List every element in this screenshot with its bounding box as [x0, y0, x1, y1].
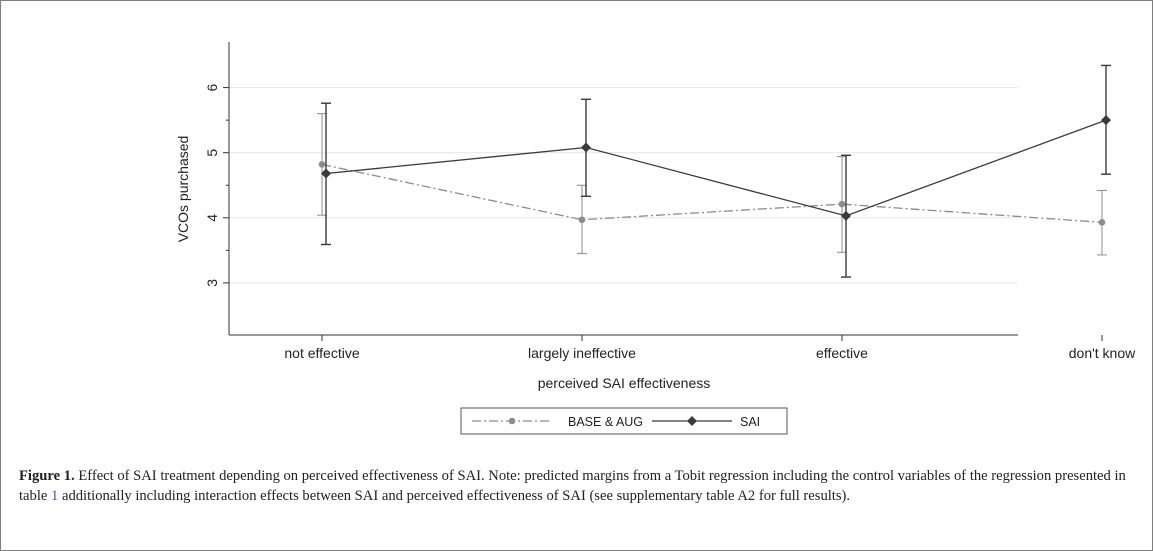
data-point	[578, 216, 586, 224]
caption-label: Figure 1.	[19, 468, 75, 484]
x-tick-label: don't know	[1069, 345, 1136, 361]
figure-caption: Figure 1. Effect of SAI treatment depend…	[19, 467, 1134, 506]
x-axis-label: perceived SAI effectiveness	[538, 375, 711, 391]
y-tick-label: 6	[204, 83, 220, 91]
caption-text-1: Effect of SAI treatment depending on per…	[19, 468, 1126, 504]
data-point	[838, 200, 846, 208]
y-tick-label: 3	[204, 279, 220, 287]
series-layer	[317, 64, 1111, 278]
legend-marker	[687, 416, 697, 426]
caption-table-ref-link[interactable]: 1	[51, 487, 59, 504]
caption-text-2: additionally including interaction effec…	[58, 487, 851, 504]
series-line	[321, 163, 1103, 224]
chart-svg: 3 4 5 6 not effective largely ineffective effe…	[175, 42, 1136, 435]
data-point	[1101, 115, 1111, 126]
y-tick-label: 5	[204, 149, 220, 157]
series-0	[317, 113, 1107, 256]
x-tick-label: largely ineffective	[528, 345, 636, 361]
series-line	[325, 119, 1107, 217]
legend-box	[460, 407, 788, 435]
data-point	[841, 210, 851, 221]
grid-lines	[229, 87, 1018, 284]
y-axis-label: VCOs purchased	[175, 136, 191, 243]
legend-label: BASE & AUG	[568, 415, 643, 429]
legend-label: SAI	[740, 415, 760, 429]
legend: BASE & AUG SAI	[460, 407, 788, 435]
data-point	[318, 161, 326, 168]
legend-marker	[508, 417, 516, 425]
y-tick-label: 4	[204, 214, 220, 222]
data-point	[1098, 219, 1106, 226]
x-tick-label: effective	[816, 345, 868, 361]
data-point	[581, 142, 591, 153]
x-tick-label: not effective	[284, 345, 359, 361]
data-point	[321, 168, 331, 179]
series-1	[321, 64, 1111, 278]
axes: 3 4 5 6 not effective largely ineffective effe…	[204, 42, 1136, 361]
